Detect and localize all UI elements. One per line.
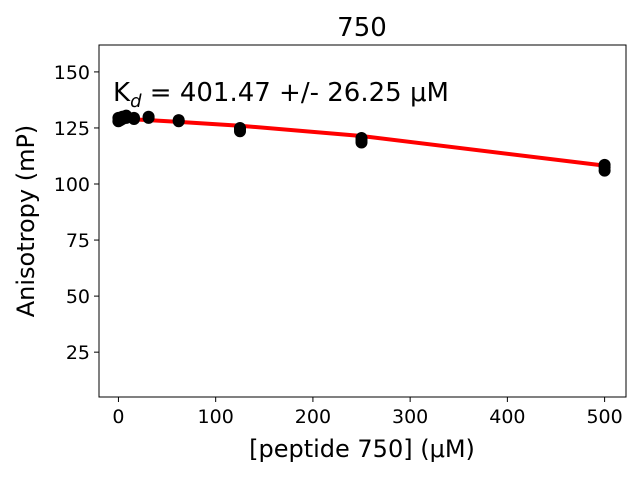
data-point (234, 122, 246, 134)
y-tick-label: 150 (54, 62, 90, 84)
y-tick-label: 25 (66, 342, 90, 364)
x-axis-label: [peptide 750] (μM) (249, 435, 475, 463)
kd-subscript: d (130, 91, 142, 112)
y-tick-label: 100 (54, 174, 90, 196)
x-axis-ticks: 0 100 200 300 400 500 (112, 397, 623, 428)
y-tick-label: 50 (66, 286, 90, 308)
x-tick-label: 300 (392, 406, 428, 428)
chart-title: 750 (337, 13, 387, 43)
axes-frame (98, 44, 627, 398)
x-tick-label: 400 (489, 406, 525, 428)
data-point (128, 111, 140, 124)
x-tick-label: 100 (198, 406, 234, 428)
data-point (172, 114, 185, 127)
data-point (142, 111, 155, 124)
data-point (598, 158, 611, 171)
x-tick-label: 200 (295, 406, 331, 428)
kd-annotation: Kd = 401.47 +/- 26.25 μM (113, 78, 449, 112)
y-tick-label: 125 (54, 118, 90, 140)
y-axis-label: Anisotropy (mP) (12, 125, 40, 318)
x-tick-label: 0 (112, 406, 124, 428)
x-tick-label: 500 (586, 406, 622, 428)
y-tick-label: 75 (66, 230, 90, 252)
plot-area (112, 109, 611, 177)
data-point (355, 132, 368, 144)
kd-text: = 401.47 +/- 26.25 μM (142, 78, 449, 108)
points-layer (112, 109, 611, 177)
kd-prefix: K (113, 78, 131, 108)
y-axis-ticks: 25 50 75 100 125 150 (54, 62, 99, 364)
